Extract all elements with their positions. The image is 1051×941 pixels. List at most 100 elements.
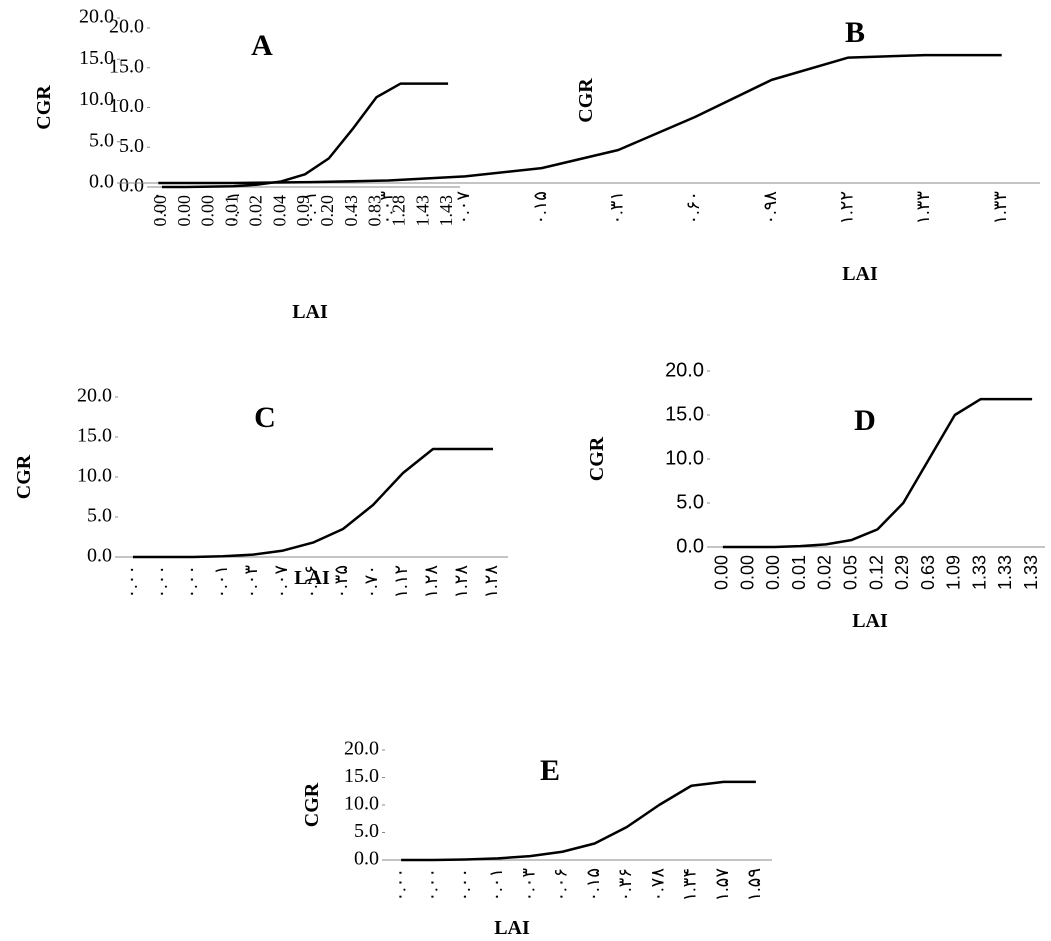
y-tick-label: 0.0 [676,535,704,557]
y-tick-label: 0.0 [87,545,112,567]
x-tick-label: ۰.۳۱ [606,191,626,225]
x-tick-label: ۰.۰۱ [486,868,506,902]
line-series [401,780,756,862]
x-axis-label: LAI [842,263,878,285]
x-tick-label: ۰.۰۱ [300,191,320,225]
x-tick-label: 0.29 [892,555,912,590]
chart-title: C [254,401,276,434]
y-tick-label: 20.0 [109,16,144,38]
line-series [722,397,1033,549]
x-axis-label: LAI [852,610,888,632]
x-tick-label: 1.33 [969,555,989,590]
x-tick-label: 1.43 [412,195,432,227]
x-tick-label: 0.02 [815,555,835,590]
x-tick-label: ۰.۳۶ [615,868,635,902]
x-axis-label: LAI [294,567,330,589]
x-tick-label: ۰.۱۶ [301,565,321,599]
y-tick-label: 5.0 [354,820,379,842]
x-tick-label: ۰.۷۰ [361,565,381,599]
y-tick-label: 15.0 [344,765,379,787]
y-tick-label: 20.0 [79,6,114,28]
x-tick-label: ۰.۰۳ [518,868,538,902]
y-axis-label: CGR [33,85,55,130]
x-tick-label: ۱.۲۸ [451,565,471,599]
x-tick-label: ۰.۰۳ [241,565,261,599]
x-tick-label: ۰.۰۱ [211,565,231,599]
y-tick-label: 15.0 [109,55,144,77]
y-axis-label: CGR [586,436,608,481]
x-tick-label: ۱.۲۸ [481,565,501,599]
y-tick-label: 5.0 [676,491,704,513]
x-tick-label: ۰.۹۸ [760,191,780,225]
y-tick-label: 0.0 [354,848,379,870]
y-axis-label: CGR [575,78,597,123]
y-tick-label: 20.0 [77,385,112,407]
x-tick-label: 0.20 [317,195,337,227]
y-tick-label: 10.0 [79,88,114,110]
line-series [161,82,449,189]
x-tick-label: 1.33 [1021,555,1041,590]
x-axis-label: LAI [292,301,328,323]
x-tick-label: 0.04 [269,195,289,227]
y-tick-label: 20.0 [344,738,379,760]
y-tick-label: 15.0 [665,403,704,425]
x-tick-label: ۰.۰۰ [121,565,141,599]
x-tick-label: 1.09 [944,555,964,590]
y-tick-label: 20.0 [665,359,704,381]
x-tick-label: 0.00 [737,555,757,590]
x-tick-label: ۰.۰۰ [151,565,171,599]
x-tick-label: 0.00 [712,555,732,590]
x-tick-label: 0.43 [341,195,361,227]
y-axis-label: CGR [13,454,35,499]
x-tick-label: ۰.۰۰ [181,565,201,599]
y-tick-label: 15.0 [77,425,112,447]
x-tick-label: ۰.۶۰ [683,191,703,225]
y-tick-label: 0.0 [119,175,144,197]
y-axis-label: CGR [301,782,323,827]
x-tick-label: ۱.۳۴ [680,868,700,902]
y-tick-label: 10.0 [344,793,379,815]
x-tick-label: ۱.۳۳ [990,191,1010,225]
line-series [133,447,493,559]
chart-title: E [540,754,560,787]
x-tick-label: 0.00 [150,195,170,227]
x-tick-label: 1.28 [389,195,409,227]
x-tick-label: 0.12 [866,555,886,590]
x-tick-label: 0.00 [198,195,218,227]
line-series [158,53,1002,185]
x-tick-label: ۰.۰۱ [223,191,243,225]
x-tick-label: ۰.۱۵ [583,868,603,902]
x-tick-label: 0.09 [293,195,313,227]
x-tick-label: 0.01 [789,555,809,590]
y-tick-label: 10.0 [109,95,144,117]
x-tick-label: ۰.۰۰ [454,868,474,902]
x-tick-label: ۰.۳۵ [331,565,351,599]
x-tick-label: ۱.۵۹ [744,868,764,902]
x-tick-label: 0.63 [918,555,938,590]
chart-title: D [854,404,876,437]
x-tick-label: ۱.۵۷ [712,868,732,902]
y-tick-label: 10.0 [665,447,704,469]
x-tick-label: ۱.۲۸ [421,565,441,599]
x-tick-label: 1.33 [995,555,1015,590]
x-tick-label: ۰.۰۰ [422,868,442,902]
x-tick-label: ۰.۰۷ [271,565,291,599]
x-tick-label: 0.00 [174,195,194,227]
x-axis-label: LAI [494,917,530,939]
x-tick-label: ۰.۰۰ [146,191,166,225]
x-tick-label: ۰.۰۳ [376,191,396,225]
y-tick-label: 0.0 [89,171,114,193]
x-tick-label: ۰.۰۷ [453,191,473,225]
y-tick-label: 5.0 [89,129,114,151]
x-tick-label: ۱.۳۳ [913,191,933,225]
x-tick-label: 0.01 [222,195,242,227]
x-tick-label: ۱.۱۲ [391,565,411,599]
x-tick-label: 0.02 [245,195,265,227]
x-tick-label: 0.83 [365,195,385,227]
x-tick-label: ۰.۱۵ [530,191,550,225]
y-tick-label: 10.0 [77,465,112,487]
y-tick-label: 5.0 [119,135,144,157]
x-tick-label: 0.00 [763,555,783,590]
x-tick-label: ۰.۰۰ [389,868,409,902]
